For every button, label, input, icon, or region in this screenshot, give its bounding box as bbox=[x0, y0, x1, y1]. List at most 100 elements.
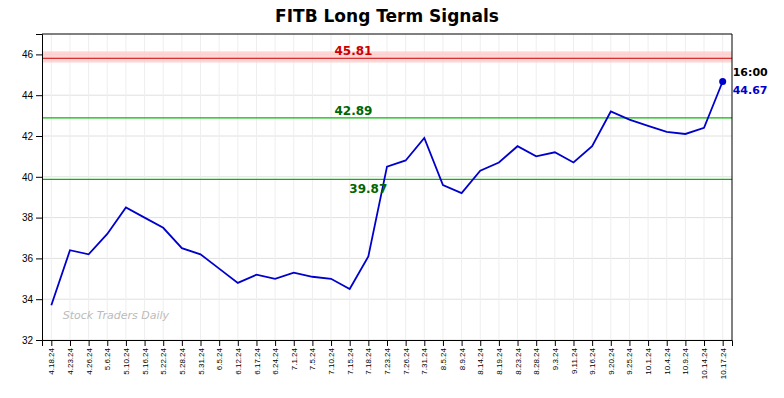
tick-mark bbox=[256, 340, 257, 346]
tick: 32 bbox=[22, 335, 42, 346]
plot-area: Stock Traders Daily32343638404244464.18.… bbox=[22, 34, 768, 379]
tick-mark bbox=[294, 340, 295, 346]
last-point bbox=[719, 78, 726, 85]
grid-line bbox=[200, 34, 201, 340]
tick-mark bbox=[89, 340, 90, 346]
tick-mark bbox=[424, 340, 425, 346]
tick-label: 6.17.24 bbox=[253, 347, 262, 374]
grid-line bbox=[442, 34, 443, 340]
grid bbox=[42, 34, 732, 340]
tick-label: 7.10.24 bbox=[327, 347, 336, 374]
tick: 6.17.24 bbox=[253, 340, 262, 375]
tick-mark bbox=[480, 340, 481, 346]
tick-mark bbox=[704, 340, 705, 346]
grid-line bbox=[517, 34, 518, 340]
tick-label: 7.18.24 bbox=[364, 347, 373, 374]
tick-mark bbox=[145, 340, 146, 346]
frame bbox=[732, 34, 733, 340]
tick: 6.24.24 bbox=[271, 340, 280, 375]
tick-mark bbox=[219, 340, 220, 346]
tick-label: 5.22.24 bbox=[159, 347, 168, 374]
tick-label: 8.23.24 bbox=[514, 347, 523, 374]
tick-label: 7.15.24 bbox=[346, 347, 355, 374]
tick-label: 38 bbox=[22, 212, 34, 223]
tick-label: 8.28.24 bbox=[532, 347, 541, 374]
grid-line bbox=[610, 34, 611, 340]
tick: 36 bbox=[22, 253, 42, 264]
tick: 4.23.24 bbox=[66, 340, 75, 375]
tick-mark bbox=[238, 340, 239, 346]
frame bbox=[42, 34, 732, 35]
tick-mark bbox=[387, 340, 388, 346]
tick: 40 bbox=[22, 172, 42, 183]
grid-line bbox=[293, 34, 294, 340]
tick: 10.14.24 bbox=[700, 340, 709, 379]
tick-mark bbox=[611, 340, 612, 346]
tick-label: 32 bbox=[22, 335, 34, 346]
level-line bbox=[42, 179, 732, 180]
tick-mark bbox=[36, 136, 42, 137]
tick-label: 7.23.24 bbox=[383, 347, 392, 374]
tick-mark bbox=[36, 299, 42, 300]
tick-label: 10.14.24 bbox=[700, 347, 709, 379]
tick: 8.28.24 bbox=[532, 340, 541, 375]
chart: Stock Traders Daily32343638404244464.18.… bbox=[0, 0, 784, 398]
tick-label: 10.9.24 bbox=[681, 347, 690, 374]
tick-mark bbox=[36, 177, 42, 178]
grid-line bbox=[237, 34, 238, 340]
level-label: 45.81 bbox=[334, 44, 372, 58]
tick-mark bbox=[573, 340, 574, 346]
tick-mark bbox=[107, 340, 108, 346]
tick: 38 bbox=[22, 212, 42, 223]
tick-mark bbox=[36, 218, 42, 219]
tick-label: 9.25.24 bbox=[625, 347, 634, 374]
tick-mark bbox=[723, 340, 724, 346]
tick-label: 10.1.24 bbox=[644, 347, 653, 374]
band bbox=[42, 51, 732, 62]
tick: 9.3.24 bbox=[551, 340, 560, 370]
grid-line bbox=[704, 34, 705, 340]
price-line bbox=[51, 82, 722, 306]
tick: 8.23.24 bbox=[514, 340, 523, 375]
grid-line bbox=[685, 34, 686, 340]
tick: 7.5.24 bbox=[308, 340, 317, 370]
tick-mark bbox=[555, 340, 556, 346]
grid-line bbox=[163, 34, 164, 340]
tick-mark bbox=[518, 340, 519, 346]
grid-line bbox=[648, 34, 649, 340]
tick-mark bbox=[126, 340, 127, 346]
level-label: 42.89 bbox=[334, 104, 372, 118]
tick: 9.25.24 bbox=[625, 340, 634, 375]
grid-line bbox=[51, 34, 52, 340]
tick-label: 8.19.24 bbox=[495, 347, 504, 374]
tick-label: 4.26.24 bbox=[85, 347, 94, 374]
tick: 8.14.24 bbox=[476, 340, 485, 375]
tick-mark bbox=[36, 340, 42, 341]
tick-label: 6.24.24 bbox=[271, 347, 280, 374]
annotation: 44.67 bbox=[733, 84, 768, 97]
tick: 7.18.24 bbox=[364, 340, 373, 375]
tick-mark bbox=[51, 340, 52, 346]
tick: 9.11.24 bbox=[570, 340, 579, 374]
tick-label: 4.18.24 bbox=[47, 347, 56, 374]
tick-mark bbox=[443, 340, 444, 346]
tick: 7.26.24 bbox=[402, 340, 411, 375]
tick-label: 7.26.24 bbox=[402, 347, 411, 374]
tick-mark bbox=[350, 340, 351, 346]
tick-label: 9.11.24 bbox=[570, 347, 579, 374]
tick: 5.22.24 bbox=[159, 340, 168, 375]
tick-label: 46 bbox=[22, 49, 34, 60]
grid-line bbox=[275, 34, 276, 340]
y-axis: 3234363840424446 bbox=[22, 35, 43, 346]
tick: 8.5.24 bbox=[439, 340, 448, 370]
tick: 7.10.24 bbox=[327, 340, 336, 375]
tick: 4.18.24 bbox=[47, 340, 56, 375]
grid-line bbox=[424, 34, 425, 340]
tick-mark bbox=[36, 258, 42, 259]
grid-line bbox=[144, 34, 145, 340]
tick-mark bbox=[331, 340, 332, 346]
tick-label: 44 bbox=[22, 90, 34, 101]
tick: 5.6.24 bbox=[103, 340, 112, 370]
annotation: 16:00 bbox=[733, 66, 768, 79]
tick-label: 7.5.24 bbox=[308, 347, 317, 370]
